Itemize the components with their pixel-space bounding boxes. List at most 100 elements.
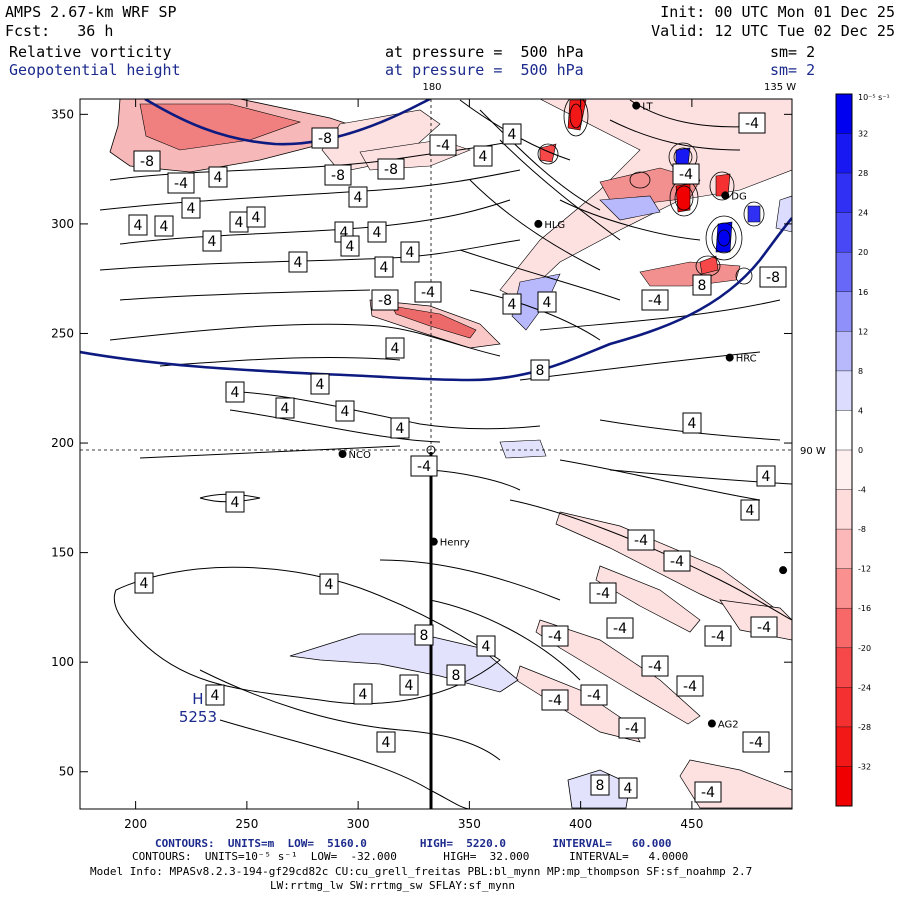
contour-label-box (390, 417, 410, 439)
contour-label-text: -4 (679, 167, 693, 183)
contour-label: -4 (618, 717, 646, 739)
high-pressure-label: H (192, 690, 203, 708)
contour-label-box (133, 150, 161, 172)
contour-label-box (502, 293, 522, 315)
contour-label-box (589, 582, 617, 604)
contour-label: 4 (335, 400, 355, 422)
contour-label-box (694, 781, 722, 803)
contour-label: 4 (225, 491, 245, 513)
cross-section-point (426, 445, 436, 455)
contour-label: -4 (627, 529, 655, 551)
colorbar-segment (836, 133, 852, 174)
vorticity-core (675, 183, 691, 213)
contour-label-box (759, 266, 787, 288)
contour-label-text: -4 (670, 554, 684, 570)
geopotential-contours (80, 99, 792, 382)
contour-label-text: 4 (405, 678, 414, 694)
lon-label-135w: 135 W (764, 82, 796, 93)
contour-label-text: -4 (596, 586, 610, 602)
colorbar-segment (836, 647, 852, 688)
colorbar-label: -32 (858, 762, 871, 771)
colorbar-label: 8 (858, 367, 863, 376)
station-dot (534, 219, 543, 228)
contour-label-box (580, 684, 608, 706)
colorbar-units: 10⁻⁵ s⁻¹ (858, 93, 890, 102)
x-tick-label: 400 (569, 817, 592, 831)
station-label: Henry (440, 538, 470, 549)
contour-label-text: 4 (391, 341, 400, 357)
contour-label-box (704, 625, 732, 647)
contour-label: -4 (676, 675, 704, 697)
contour-label: 8 (446, 664, 466, 686)
contour-label-text: -4 (436, 138, 450, 154)
contour-label-box (134, 572, 154, 594)
colorbar-segment (836, 173, 852, 213)
contour-label-text: -4 (648, 293, 662, 309)
contour-label: 4 (340, 235, 360, 257)
y-tick-label: 200 (51, 436, 74, 450)
contour-label: -8 (324, 164, 352, 186)
contour-label: -4 (541, 689, 569, 711)
contour-label: 4 (310, 373, 330, 395)
contour-label: 4 (246, 206, 266, 228)
contour-label: 8 (414, 624, 434, 646)
contour-label-text: 4 (231, 385, 240, 401)
colorbar-label: 28 (858, 169, 868, 178)
vorticity-core (539, 143, 557, 163)
field1-pressure: at pressure = 500 hPa (385, 43, 584, 61)
contour-label: -4 (704, 625, 732, 647)
contour-label: 4 (502, 123, 522, 145)
colorbar-label: 32 (858, 130, 868, 139)
contour-label-box (541, 625, 569, 647)
station-dot (725, 353, 734, 362)
contour-label-text: 4 (762, 469, 771, 485)
axis-tick-labels: 200 250 300 350 400 450 50 100 150 200 250 300 350 (51, 107, 703, 831)
contour-label: -8 (759, 266, 787, 288)
contour-label-text: 8 (536, 363, 545, 379)
vorticity-shade (391, 305, 477, 339)
contour-label-text: 4 (316, 377, 325, 393)
colorbar-segment (836, 410, 852, 450)
contour-label-box (275, 397, 295, 419)
contour-label: 4 (208, 166, 228, 188)
contour-label: 4 (502, 293, 522, 315)
contour-label-text: -4 (683, 679, 697, 695)
station-dot (632, 101, 641, 110)
contour-label: 4 (476, 635, 496, 657)
contour-label-box (530, 359, 550, 381)
contour-label: 4 (374, 256, 394, 278)
contour-label-box (410, 455, 438, 477)
contour-label-text: 4 (208, 234, 217, 250)
contour-label-text: 4 (482, 639, 491, 655)
footer-vorticity-contours: CONTOURS: UNITS=10⁻⁵ s⁻¹ LOW= -32.000 HI… (132, 850, 689, 863)
contour-label-box (353, 683, 373, 705)
contour-label: -4 (694, 781, 722, 803)
contour-label-text: 4 (231, 495, 240, 511)
field1-name: Relative vorticity (9, 43, 172, 61)
contour-label: -8 (133, 150, 161, 172)
contour-label-text: 4 (325, 577, 334, 593)
colorbar-label: -20 (858, 644, 871, 653)
colorbar-segment (836, 331, 852, 371)
contour-label: -4 (742, 731, 770, 753)
colorbar-segment (836, 529, 852, 569)
contour-label: 4 (385, 337, 405, 359)
contour-label-text: 4 (252, 210, 261, 226)
contour-label-box (473, 145, 493, 167)
contour-label: -4 (580, 684, 608, 706)
contour-label: -8 (311, 127, 339, 149)
contour-label-box (340, 235, 360, 257)
contour-label-text: -4 (634, 533, 648, 549)
vorticity-core (675, 147, 691, 167)
contour-label-text: 4 (341, 404, 350, 420)
contour-label-box (367, 221, 387, 243)
contour-label: -4 (750, 616, 778, 638)
contour-label-box (641, 289, 669, 311)
y-tick-label: 50 (59, 765, 74, 779)
contour-label: -8 (371, 289, 399, 311)
station-dot (779, 566, 788, 575)
contour-label: 4 (376, 731, 396, 753)
contour-label-text: -4 (757, 620, 771, 636)
contour-label-box (348, 186, 368, 208)
